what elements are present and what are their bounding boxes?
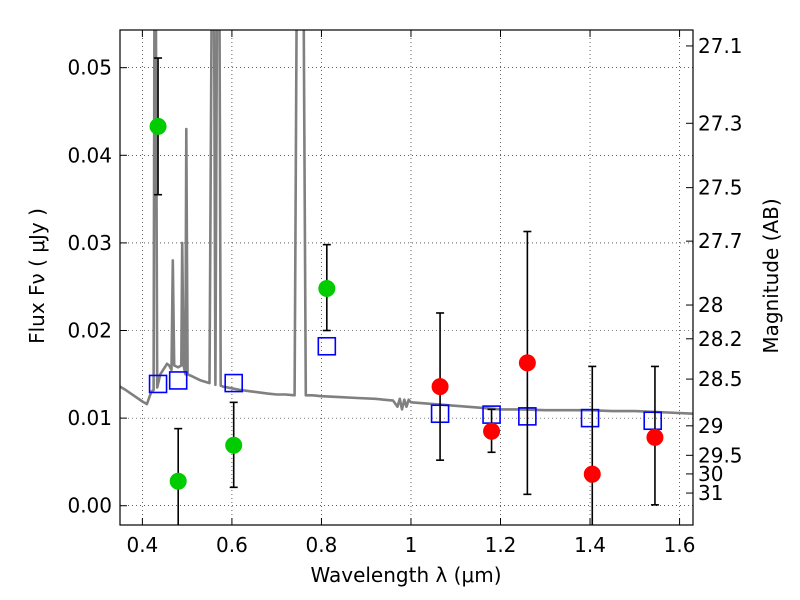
x-tick-label: 1.6 bbox=[664, 533, 696, 557]
red-data-point bbox=[583, 465, 601, 483]
mag-tick-label: 30 bbox=[698, 462, 723, 486]
x-axis-label: Wavelength λ (μm) bbox=[310, 563, 501, 587]
y-axis-label: Flux Fν ( μJy ) bbox=[25, 208, 49, 344]
green-data-point bbox=[318, 279, 336, 297]
green-data-point bbox=[225, 436, 243, 454]
x-tick-label: 0.6 bbox=[216, 533, 248, 557]
y-tick-label: 0.01 bbox=[67, 406, 112, 430]
y-axis-right-label: Magnitude (AB) bbox=[759, 198, 783, 353]
model-flux-square bbox=[168, 371, 188, 390]
mag-tick-label: 27.1 bbox=[698, 34, 743, 58]
model-flux-square bbox=[580, 408, 600, 428]
y-tick-label: 0.00 bbox=[67, 494, 112, 518]
mag-tick-label: 29.5 bbox=[698, 443, 743, 467]
model-spectrum-line bbox=[120, 30, 693, 415]
model-flux-square bbox=[148, 374, 168, 394]
x-tick-label: 1.2 bbox=[485, 533, 517, 557]
mag-tick-label: 27.3 bbox=[698, 111, 743, 135]
ticks: 0.4 0.6 0.8 1 1.2 1.4 1.6 0.00 0.01 0.02 0.03 0.04 0… bbox=[67, 30, 743, 557]
red-data-point bbox=[646, 428, 664, 446]
x-tick-label: 0.8 bbox=[306, 533, 338, 557]
model-flux-square bbox=[317, 336, 337, 356]
data-layer bbox=[120, 30, 693, 525]
mag-tick-label: 28 bbox=[698, 293, 723, 317]
y-tick-label: 0.05 bbox=[67, 56, 112, 80]
mag-tick-label: 28.2 bbox=[698, 327, 743, 351]
y-tick-label: 0.04 bbox=[67, 143, 112, 167]
plot-frame bbox=[119, 29, 694, 526]
red-data-point bbox=[431, 378, 449, 396]
x-tick-label: 1 bbox=[405, 533, 418, 557]
red-data-point bbox=[518, 354, 536, 372]
x-tick-label: 0.4 bbox=[126, 533, 158, 557]
mag-tick-label: 27.7 bbox=[698, 229, 743, 253]
mag-tick-label: 31 bbox=[698, 481, 723, 505]
y-tick-label: 0.03 bbox=[67, 231, 112, 255]
plot-area bbox=[120, 30, 693, 525]
red-data-point bbox=[483, 422, 501, 440]
x-tick-label: 1.4 bbox=[574, 533, 606, 557]
y-tick-label: 0.02 bbox=[67, 319, 112, 343]
green-data-point bbox=[149, 117, 167, 135]
model-flux-square bbox=[224, 373, 244, 393]
mag-tick-label: 28.5 bbox=[698, 367, 743, 391]
mag-tick-label: 27.5 bbox=[698, 176, 743, 200]
mag-tick-label: 29 bbox=[698, 414, 723, 438]
green-data-point bbox=[169, 472, 187, 490]
